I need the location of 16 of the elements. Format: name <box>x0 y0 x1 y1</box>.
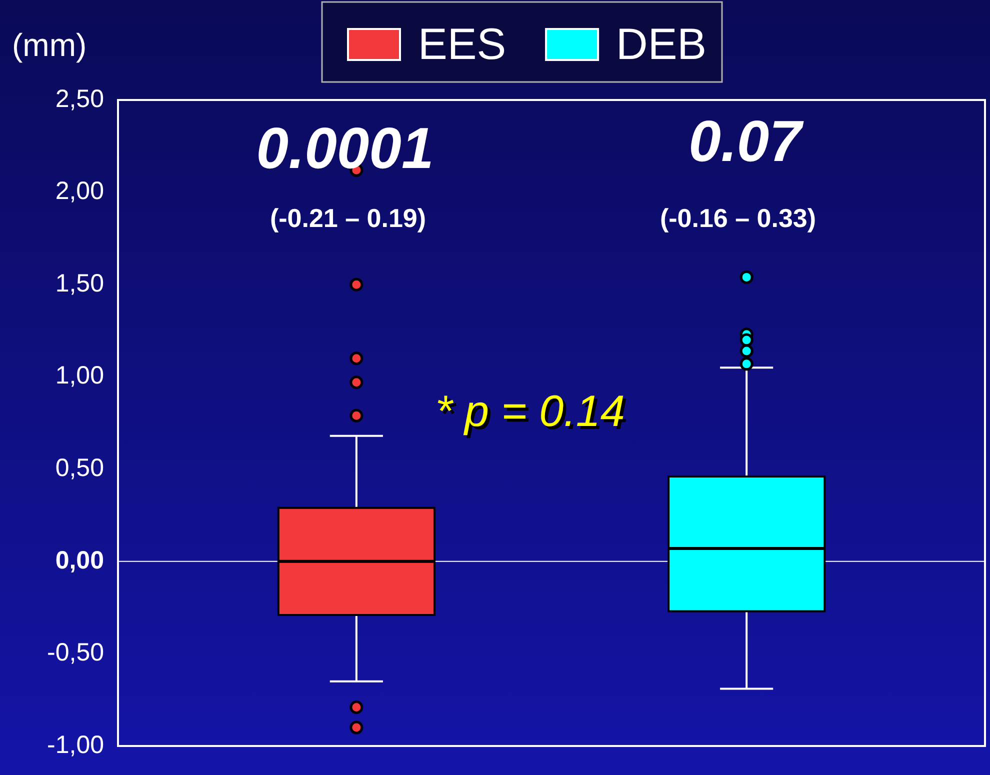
y-tick-label: 0,00 <box>55 546 104 574</box>
y-tick-label: 1,50 <box>55 269 104 298</box>
annotation: 0.0001 <box>256 116 434 181</box>
y-axis-title: (mm) <box>12 26 87 63</box>
y-tick-label: -0,50 <box>47 638 104 667</box>
y-tick-label: 0,50 <box>55 454 104 482</box>
legend-label: EES <box>418 20 506 70</box>
annotation: (-0.21 – 0.19) <box>270 203 426 234</box>
annotation: (-0.16 – 0.33) <box>660 203 816 234</box>
annotation: * p = 0.14 <box>438 390 628 440</box>
annotation: 0.07 <box>688 109 804 174</box>
y-tick-label: 2,00 <box>55 177 104 206</box>
y-tick-label: 1,00 <box>55 362 104 390</box>
y-tick-label: -1,00 <box>47 730 104 759</box>
y-tick-label: 2,50 <box>55 84 104 113</box>
legend-label: DEB <box>616 20 707 70</box>
